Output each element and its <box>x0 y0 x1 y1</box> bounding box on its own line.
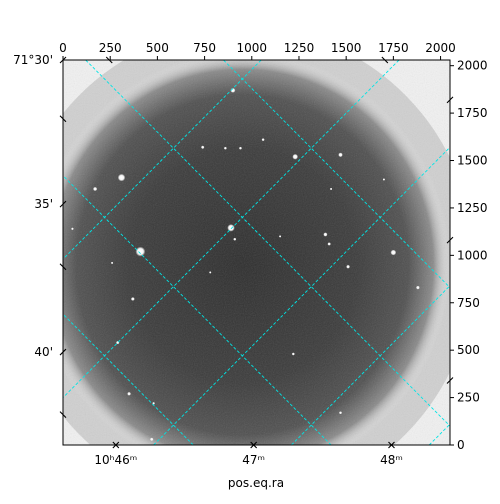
y-tick-label: 2000 <box>457 59 488 73</box>
x-tick-label: 750 <box>193 41 216 55</box>
star <box>209 271 212 274</box>
star <box>382 178 386 181</box>
star <box>71 227 74 231</box>
star <box>117 173 126 182</box>
star <box>127 391 131 396</box>
y-tick-label: 1750 <box>457 106 488 120</box>
dec-tick <box>59 200 67 208</box>
star <box>390 249 397 256</box>
dec-tick-right <box>446 96 454 104</box>
ra-tick-label: 48ᵐ <box>380 453 403 467</box>
dec-tick <box>59 348 67 356</box>
star <box>238 146 242 150</box>
dec-tick <box>59 56 67 64</box>
dec-tick-right <box>446 236 454 244</box>
star <box>278 235 282 238</box>
star <box>93 186 98 192</box>
star <box>346 264 350 269</box>
y-tick-label: 1000 <box>457 248 488 262</box>
image-noise <box>63 60 450 445</box>
star-layer <box>71 87 420 442</box>
ra-tick <box>388 441 395 449</box>
star <box>150 437 154 442</box>
ra-tick-top <box>105 56 113 64</box>
dec-tick-minor <box>59 411 67 419</box>
star <box>200 145 205 149</box>
x-tick-label: 1500 <box>331 41 362 55</box>
plot-frame <box>62 59 451 446</box>
pixel-x-axis-top: 0 250 500 750 1000 1250 1500 1750 2000 <box>59 41 456 60</box>
star <box>416 285 420 290</box>
y-tick-label: 250 <box>457 391 480 405</box>
dec-axis-left: 71°30' 35' 40' <box>13 53 454 419</box>
star <box>110 261 114 265</box>
star <box>223 146 227 150</box>
ra-tick <box>250 441 258 449</box>
x-tick-label: 1000 <box>237 41 268 55</box>
dec-tick-label: 35' <box>34 197 53 211</box>
star <box>292 153 299 160</box>
star <box>323 232 328 237</box>
star <box>227 224 235 232</box>
x-tick-label: 2000 <box>425 41 456 55</box>
ra-tick-label: 47ᵐ <box>242 453 265 467</box>
y-tick-label: 0 <box>457 438 465 452</box>
star <box>233 237 237 241</box>
x-tick-label: 500 <box>146 41 169 55</box>
pixel-y-axis-right: 0 250 500 750 1000 1250 1500 1750 2000 <box>450 59 488 452</box>
x-tick-label: 250 <box>99 41 122 55</box>
star <box>291 352 295 356</box>
star <box>135 246 146 257</box>
y-tick-label: 1500 <box>457 154 488 168</box>
dec-tick-label: 40' <box>34 345 53 359</box>
y-tick-label: 1250 <box>457 201 488 215</box>
star <box>130 297 135 301</box>
star <box>327 242 331 246</box>
dec-tick-right <box>446 377 454 384</box>
star <box>338 411 343 415</box>
dec-tick-label: 71°30' <box>13 53 53 67</box>
x-tick-label: 0 <box>59 41 67 55</box>
x-tick-label: 1250 <box>284 41 315 55</box>
y-tick-label: 750 <box>457 296 480 310</box>
star <box>329 187 333 191</box>
ra-tick-top <box>381 56 389 64</box>
ra-tick <box>112 441 120 449</box>
x-tick-label: 1750 <box>378 41 409 55</box>
ra-tick-label: 10ʰ46ᵐ <box>94 453 137 467</box>
ra-axis-bottom: 10ʰ46ᵐ 47ᵐ 48ᵐ <box>94 56 403 467</box>
dec-tick-minor <box>59 115 67 123</box>
star <box>338 152 343 158</box>
star <box>261 138 265 142</box>
y-tick-label: 500 <box>457 343 480 357</box>
x-axis-label: pos.eq.ra <box>228 476 284 490</box>
dec-tick-minor <box>59 263 67 271</box>
